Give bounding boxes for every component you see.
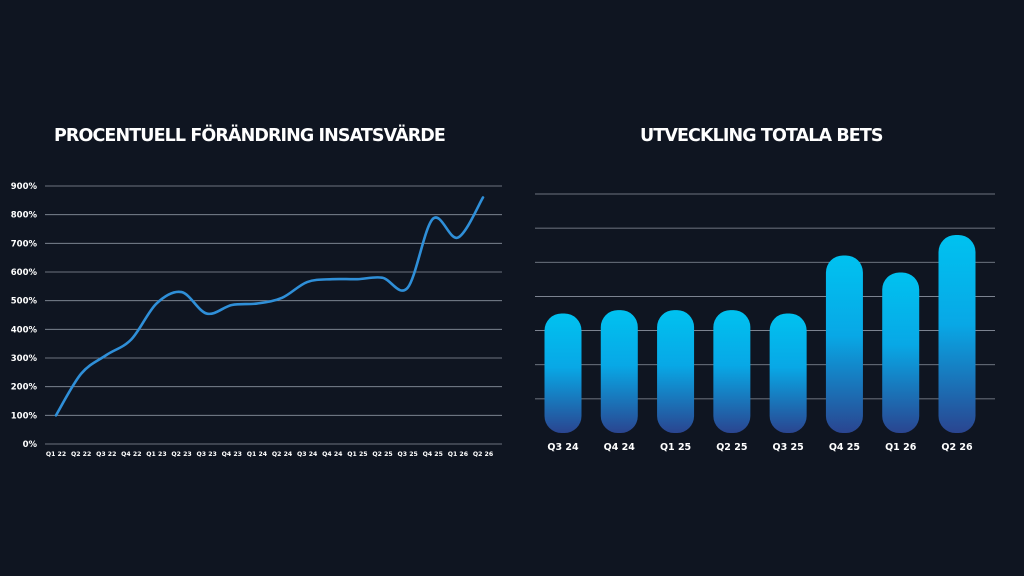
bar-chart-x-tick: Q1 26: [885, 442, 917, 453]
line-chart-x-tick: Q1 25: [347, 451, 367, 458]
line-chart-x-tick: Q2 22: [71, 451, 91, 458]
bar-chart-x-axis: Q3 24 Q4 24 Q1 25 Q2 25 Q3 25 Q4 25 Q1 26 Q2 26: [547, 442, 973, 453]
line-chart-grid: [45, 185, 502, 445]
line-chart-x-tick: Q2 24: [272, 451, 293, 458]
line-chart-y-tick: 100%: [11, 411, 38, 421]
bar-chart-bar: [825, 255, 863, 433]
bar-chart-x-tick: Q1 25: [660, 442, 691, 453]
line-chart-y-tick: 800%: [11, 211, 38, 221]
bar-chart-bar: [544, 313, 582, 433]
line-chart-x-tick: Q1 23: [146, 451, 166, 458]
line-chart-y-tick: 300%: [11, 354, 38, 364]
bar-chart-x-tick: Q2 26: [941, 442, 973, 453]
bar-chart-bar: [713, 310, 751, 433]
line-chart-y-tick: 400%: [11, 325, 38, 335]
line-chart-x-tick: Q3 25: [397, 451, 417, 458]
line-chart-x-tick: Q4 23: [222, 451, 242, 458]
line-chart-y-tick: 200%: [11, 383, 38, 393]
bar-chart-bar: [882, 272, 920, 433]
line-chart-x-tick: Q4 25: [423, 451, 443, 458]
bar-chart-bar: [938, 234, 976, 433]
line-chart-y-tick: 0%: [23, 440, 38, 450]
line-chart-y-axis: 0% 100% 200% 300% 400% 500% 600% 700% 800% 900%: [11, 182, 38, 450]
line-chart-x-tick: Q2 23: [171, 451, 191, 458]
bar-chart-title: UTVECKLING TOTALA BETS: [640, 126, 883, 146]
line-chart-x-tick: Q3 24: [297, 451, 318, 458]
line-chart-x-tick: Q1 24: [247, 451, 268, 458]
bar-chart-x-tick: Q3 24: [547, 442, 579, 453]
line-chart-x-tick: Q4 22: [121, 451, 141, 458]
line-chart-series-line: [54, 196, 485, 417]
line-chart-x-tick: Q2 26: [473, 451, 493, 458]
line-chart-x-tick: Q3 23: [197, 451, 217, 458]
line-chart-x-tick: Q2 25: [372, 451, 392, 458]
bar-chart-bar: [769, 313, 807, 433]
line-chart-x-tick: Q1 22: [46, 451, 66, 458]
line-chart-y-tick: 500%: [11, 297, 38, 307]
bar-chart-bar: [657, 310, 695, 433]
line-chart-x-axis: Q1 22 Q2 22 Q3 22 Q4 22 Q1 23 Q2 23 Q3 23 Q4 23…: [46, 451, 493, 458]
bar-chart-bar: [600, 310, 638, 433]
line-chart-title: PROCENTUELL FÖRÄNDRING INSATSVÄRDE: [54, 126, 446, 146]
line-chart-y-tick: 900%: [11, 182, 38, 192]
line-chart-x-tick: Q4 24: [322, 451, 343, 458]
line-chart-x-tick: Q1 26: [448, 451, 468, 458]
line-chart-x-tick: Q3 22: [96, 451, 116, 458]
line-chart-y-tick: 600%: [11, 268, 38, 278]
bar-chart-x-tick: Q4 25: [829, 442, 860, 453]
bar-chart-x-tick: Q2 25: [716, 442, 747, 453]
line-chart-y-tick: 700%: [11, 239, 38, 249]
bar-chart-x-tick: Q4 24: [604, 442, 636, 453]
bar-chart-x-tick: Q3 25: [773, 442, 804, 453]
